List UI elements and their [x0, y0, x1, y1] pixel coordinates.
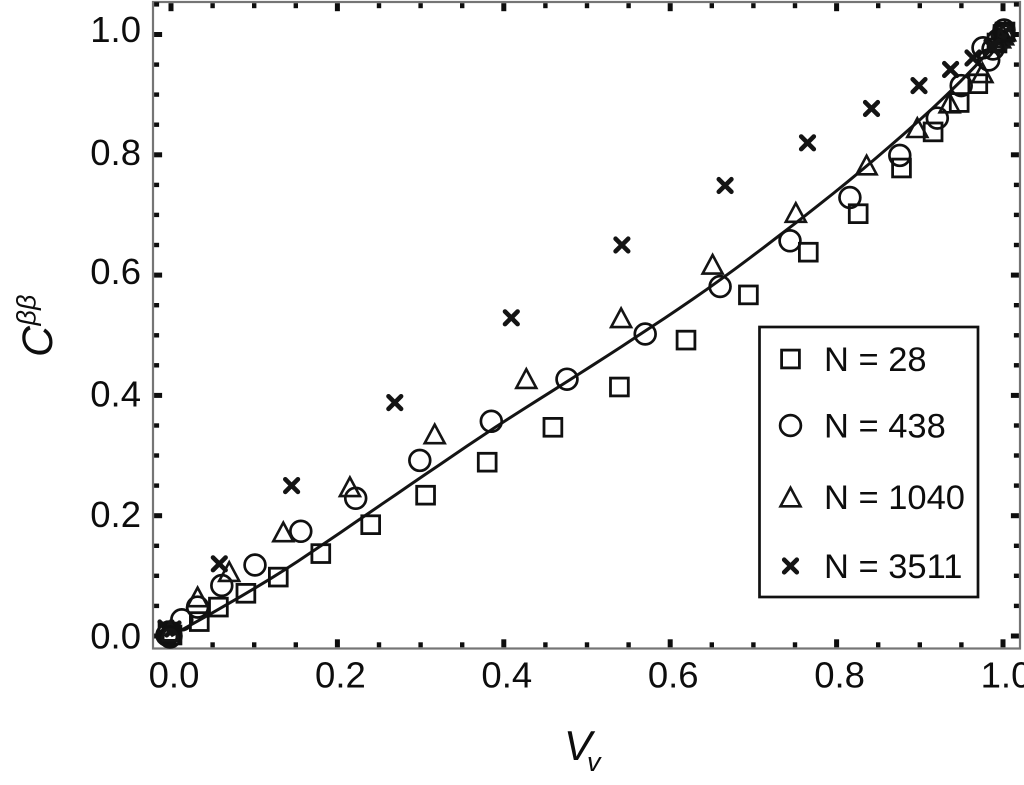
svg-text:0.6: 0.6 [648, 655, 699, 696]
svg-text:N = 1040: N = 1040 [824, 479, 965, 517]
svg-text:0.4: 0.4 [90, 373, 141, 414]
svg-text:0.6: 0.6 [90, 251, 141, 292]
svg-text:0.0: 0.0 [90, 616, 141, 657]
svg-text:1.0: 1.0 [90, 9, 141, 50]
svg-text:0.2: 0.2 [315, 655, 366, 696]
svg-text:0.4: 0.4 [481, 655, 532, 696]
svg-text:Vv: Vv [564, 722, 602, 777]
svg-text:0.8: 0.8 [90, 132, 141, 173]
svg-text:1.0: 1.0 [981, 655, 1024, 696]
svg-text:0.8: 0.8 [814, 655, 865, 696]
svg-text:N = 3511: N = 3511 [824, 548, 962, 586]
svg-text:0.2: 0.2 [90, 494, 141, 535]
svg-text:N = 28: N = 28 [824, 341, 927, 379]
svg-text:N = 438: N = 438 [824, 408, 946, 446]
svg-text:0.0: 0.0 [149, 655, 200, 696]
